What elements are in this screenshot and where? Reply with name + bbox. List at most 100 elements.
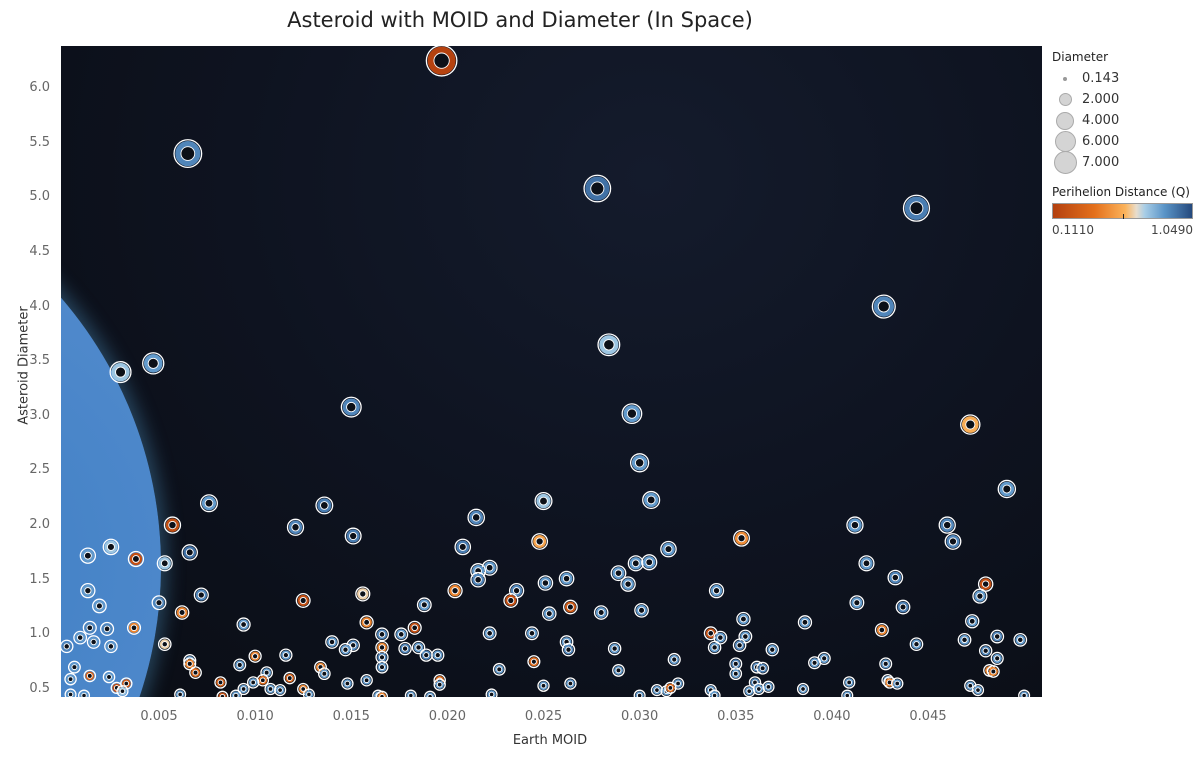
data-point[interactable] — [858, 555, 875, 572]
data-point[interactable] — [302, 688, 315, 697]
data-point[interactable] — [660, 540, 677, 558]
data-point[interactable] — [424, 690, 437, 697]
data-point[interactable] — [482, 626, 497, 641]
data-point[interactable] — [627, 555, 644, 572]
data-point[interactable] — [986, 665, 1000, 678]
data-point[interactable] — [325, 635, 339, 649]
data-point[interactable] — [346, 638, 360, 653]
data-point[interactable] — [891, 677, 904, 690]
data-point[interactable] — [83, 669, 97, 683]
data-point[interactable] — [375, 627, 389, 642]
data-point[interactable] — [964, 679, 977, 692]
data-point[interactable] — [527, 655, 541, 669]
data-point[interactable] — [558, 570, 575, 587]
data-point[interactable] — [174, 688, 187, 697]
data-point[interactable] — [416, 597, 432, 613]
data-point[interactable] — [977, 576, 994, 592]
data-point[interactable] — [561, 642, 576, 657]
data-point[interactable] — [960, 414, 981, 435]
data-point[interactable] — [376, 690, 389, 697]
data-point[interactable] — [756, 661, 770, 675]
data-point[interactable] — [404, 689, 417, 697]
data-point[interactable] — [199, 494, 218, 513]
data-point[interactable] — [338, 642, 353, 657]
plot-area[interactable] — [61, 46, 1042, 697]
data-point[interactable] — [61, 639, 74, 654]
data-point[interactable] — [541, 606, 557, 621]
data-point[interactable] — [431, 648, 445, 662]
data-point[interactable] — [229, 689, 242, 697]
data-point[interactable] — [467, 508, 486, 527]
data-point[interactable] — [151, 595, 167, 611]
data-point[interactable] — [341, 677, 354, 690]
data-point[interactable] — [990, 629, 1005, 644]
data-point[interactable] — [620, 576, 636, 592]
data-point[interactable] — [642, 490, 661, 510]
data-point[interactable] — [895, 599, 911, 615]
data-point[interactable] — [593, 605, 609, 620]
data-point[interactable] — [64, 672, 77, 686]
data-point[interactable] — [703, 626, 718, 641]
data-point[interactable] — [315, 496, 334, 515]
data-point[interactable] — [846, 516, 864, 534]
data-point[interactable] — [163, 516, 182, 534]
data-point[interactable] — [375, 660, 389, 674]
data-point[interactable] — [264, 682, 277, 696]
data-point[interactable] — [295, 592, 311, 608]
data-point[interactable] — [279, 648, 293, 662]
data-point[interactable] — [102, 670, 116, 684]
data-point[interactable] — [667, 652, 681, 667]
data-point[interactable] — [67, 660, 81, 674]
data-point[interactable] — [752, 682, 765, 696]
data-point[interactable] — [398, 641, 412, 656]
data-point[interactable] — [997, 479, 1017, 499]
data-point[interactable] — [173, 139, 203, 169]
data-point[interactable] — [394, 627, 409, 642]
data-point[interactable] — [957, 632, 972, 647]
data-point[interactable] — [583, 174, 612, 203]
data-point[interactable] — [237, 682, 250, 696]
data-point[interactable] — [537, 679, 550, 692]
data-point[interactable] — [503, 592, 519, 608]
data-point[interactable] — [871, 294, 896, 319]
data-point[interactable] — [808, 656, 822, 670]
data-point[interactable] — [708, 583, 725, 599]
data-point[interactable] — [360, 674, 373, 687]
data-point[interactable] — [78, 689, 91, 697]
data-point[interactable] — [879, 657, 893, 671]
data-point[interactable] — [91, 598, 107, 614]
data-point[interactable] — [104, 639, 118, 654]
data-point[interactable] — [612, 664, 625, 677]
data-point[interactable] — [64, 688, 77, 697]
data-point[interactable] — [534, 492, 553, 511]
data-point[interactable] — [708, 689, 721, 697]
data-point[interactable] — [597, 333, 621, 357]
data-point[interactable] — [610, 565, 627, 582]
data-point[interactable] — [563, 599, 578, 615]
data-point[interactable] — [972, 588, 988, 604]
data-point[interactable] — [621, 403, 643, 425]
data-point[interactable] — [156, 555, 173, 572]
data-point[interactable] — [183, 657, 197, 671]
data-point[interactable] — [283, 671, 297, 685]
data-point[interactable] — [796, 682, 810, 696]
data-point[interactable] — [524, 626, 539, 641]
data-point[interactable] — [874, 622, 889, 638]
data-point[interactable] — [236, 617, 251, 632]
data-point[interactable] — [634, 602, 649, 618]
data-point[interactable] — [425, 46, 458, 77]
data-point[interactable] — [971, 683, 985, 697]
data-point[interactable] — [485, 688, 498, 697]
data-point[interactable] — [733, 529, 750, 547]
scatter-marks[interactable] — [61, 46, 1042, 697]
data-point[interactable] — [841, 689, 854, 697]
data-point[interactable] — [633, 689, 646, 697]
data-point[interactable] — [762, 680, 775, 693]
data-point[interactable] — [729, 667, 743, 681]
data-point[interactable] — [470, 571, 486, 588]
data-point[interactable] — [902, 194, 931, 222]
data-point[interactable] — [142, 352, 165, 375]
data-point[interactable] — [965, 614, 980, 629]
data-point[interactable] — [650, 683, 664, 697]
data-point[interactable] — [214, 676, 227, 689]
